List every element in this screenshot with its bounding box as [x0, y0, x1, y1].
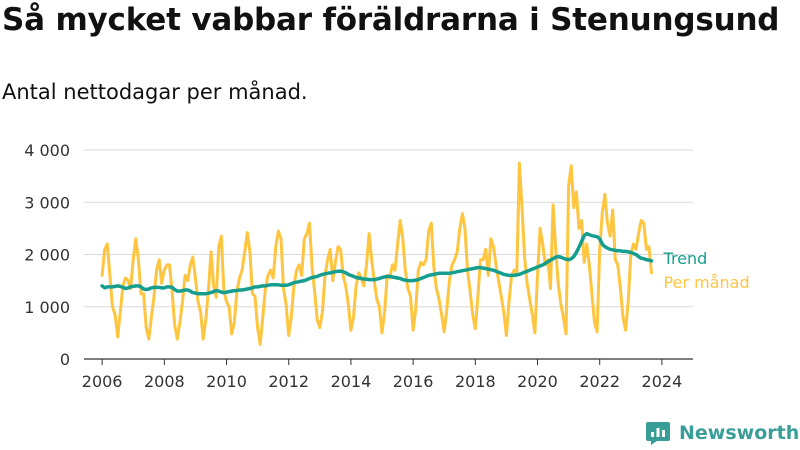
trend-label: Trend	[663, 249, 708, 268]
x-tick-label: 2024	[642, 372, 683, 391]
y-axis: 0 1 000 2 000 3 000 4 000	[24, 141, 70, 369]
trend-line	[100, 231, 654, 296]
x-tick-label: 2018	[455, 372, 496, 391]
newsworthy-logo-icon	[646, 422, 670, 445]
x-tick-label: 2006	[82, 372, 123, 391]
y-tick-label: 0	[60, 350, 70, 369]
chart-title: Så mycket vabbar föräldrarna i Stenungsu…	[2, 2, 780, 38]
x-tick-label: 2010	[206, 372, 247, 391]
x-tick-label: 2016	[393, 372, 434, 391]
series-lines	[100, 161, 654, 346]
series-labels: Per månad Trend	[663, 249, 750, 292]
y-tick-label: 2 000	[24, 246, 70, 265]
x-tick-label: 2022	[579, 372, 620, 391]
chart-subtitle: Antal nettodagar per månad.	[2, 80, 308, 104]
y-tick-label: 1 000	[24, 298, 70, 317]
x-tick-label: 2012	[268, 372, 309, 391]
monthly-line	[100, 161, 653, 346]
newsworthy-brand: Newsworthy	[645, 420, 800, 446]
gridlines	[84, 149, 693, 360]
x-axis: 2006 2008 2010 2012 2014 2016 2018 2020 2022 2024	[82, 359, 682, 391]
monthly-label: Per månad	[664, 273, 750, 292]
x-tick-label: 2008	[144, 372, 185, 391]
x-tick-label: 2014	[331, 372, 372, 391]
x-tick-label: 2020	[517, 372, 558, 391]
brand-name: Newsworthy	[679, 422, 800, 444]
y-tick-label: 3 000	[24, 193, 70, 212]
y-tick-label: 4 000	[24, 141, 70, 160]
